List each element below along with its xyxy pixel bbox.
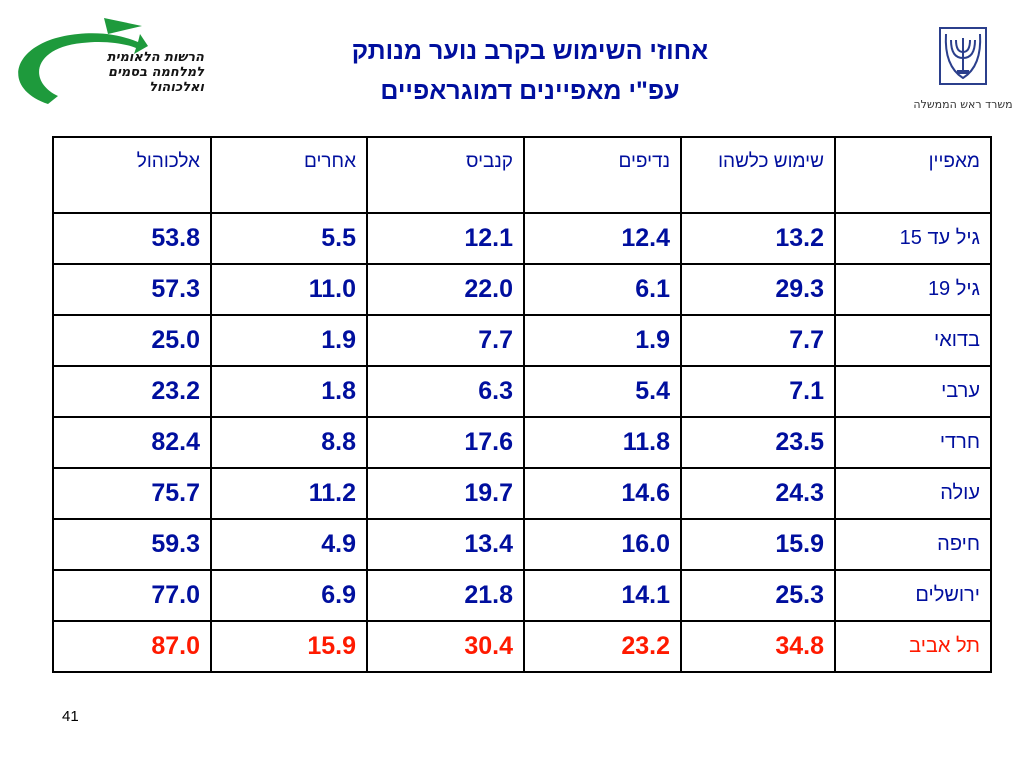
value-cell: 12.1 (366, 212, 525, 265)
header-cell: קנביס (366, 136, 525, 214)
value-cell: 15.9 (680, 518, 836, 571)
row-label: גיל עד 15 (834, 212, 992, 265)
value-cell: 22.0 (366, 263, 525, 316)
table-header-row: מאפיין שימוש כלשהו נדיפים קנביס אחרים אל… (52, 136, 992, 214)
value-cell: 6.9 (210, 569, 368, 622)
value-cell: 1.9 (523, 314, 682, 367)
value-cell: 25.3 (680, 569, 836, 622)
value-cell: 7.1 (680, 365, 836, 418)
header-cell: מאפיין (834, 136, 992, 214)
value-cell: 13.2 (680, 212, 836, 265)
table-row: תל אביב 34.8 23.2 30.4 15.9 87.0 (52, 620, 992, 673)
value-cell: 1.9 (210, 314, 368, 367)
logo-line: למלחמה בסמים (108, 65, 204, 80)
value-cell: 17.6 (366, 416, 525, 469)
row-label: תל אביב (834, 620, 992, 673)
value-cell: 14.6 (523, 467, 682, 520)
row-label: ירושלים (834, 569, 992, 622)
table-row: ירושלים 25.3 14.1 21.8 6.9 77.0 (52, 569, 992, 622)
value-cell: 11.2 (210, 467, 368, 520)
header-cell: אחרים (210, 136, 368, 214)
value-cell: 75.7 (52, 467, 212, 520)
row-label: ערבי (834, 365, 992, 418)
swoosh-logo-icon (18, 18, 149, 105)
page-subtitle: עפ"י מאפיינים דמוגראפיים (380, 77, 680, 105)
ministry-caption: משרד ראש הממשלה (913, 98, 1013, 111)
page-number: 41 (62, 708, 79, 725)
table-row: בדואי 7.7 1.9 7.7 1.9 25.0 (52, 314, 992, 367)
header-cell: אלכוהול (52, 136, 212, 214)
row-label: חרדי (834, 416, 992, 469)
value-cell: 57.3 (52, 263, 212, 316)
value-cell: 5.4 (523, 365, 682, 418)
menorah-emblem-icon (939, 27, 987, 85)
value-cell: 24.3 (680, 467, 836, 520)
value-cell: 14.1 (523, 569, 682, 622)
table-row: ערבי 7.1 5.4 6.3 1.8 23.2 (52, 365, 992, 418)
table-row: עולה 24.3 14.6 19.7 11.2 75.7 (52, 467, 992, 520)
value-cell: 25.0 (52, 314, 212, 367)
value-cell: 11.0 (210, 263, 368, 316)
value-cell: 87.0 (52, 620, 212, 673)
value-cell: 23.2 (52, 365, 212, 418)
value-cell: 7.7 (680, 314, 836, 367)
logo-line: הרשות הלאומית (106, 50, 204, 65)
value-cell: 1.8 (210, 365, 368, 418)
value-cell: 16.0 (523, 518, 682, 571)
value-cell: 34.8 (680, 620, 836, 673)
table-row: גיל עד 15 13.2 12.4 12.1 5.5 53.8 (52, 212, 992, 265)
header-cell: שימוש כלשהו (680, 136, 836, 214)
value-cell: 11.8 (523, 416, 682, 469)
government-emblem: משרד ראש הממשלה (904, 26, 1022, 122)
value-cell: 5.5 (210, 212, 368, 265)
row-label: עולה (834, 467, 992, 520)
row-label: בדואי (834, 314, 992, 367)
value-cell: 30.4 (366, 620, 525, 673)
value-cell: 15.9 (210, 620, 368, 673)
row-label: גיל 19 (834, 263, 992, 316)
value-cell: 13.4 (366, 518, 525, 571)
value-cell: 53.8 (52, 212, 212, 265)
page-title: אחוזי השימוש בקרב נוער מנותק (351, 37, 709, 65)
logo-text: הרשות הלאומית למלחמה בסמים ואלכוהול (107, 50, 204, 95)
authority-logo: הרשות הלאומית למלחמה בסמים ואלכוהול (8, 12, 208, 112)
value-cell: 23.5 (680, 416, 836, 469)
logo-line: ואלכוהול (149, 80, 204, 95)
value-cell: 82.4 (52, 416, 212, 469)
value-cell: 7.7 (366, 314, 525, 367)
value-cell: 23.2 (523, 620, 682, 673)
header-cell: נדיפים (523, 136, 682, 214)
value-cell: 4.9 (210, 518, 368, 571)
table-row: חרדי 23.5 11.8 17.6 8.8 82.4 (52, 416, 992, 469)
value-cell: 6.1 (523, 263, 682, 316)
value-cell: 29.3 (680, 263, 836, 316)
value-cell: 19.7 (366, 467, 525, 520)
value-cell: 59.3 (52, 518, 212, 571)
usage-table: מאפיין שימוש כלשהו נדיפים קנביס אחרים אל… (52, 136, 992, 673)
row-label: חיפה (834, 518, 992, 571)
table-row: גיל 19 29.3 6.1 22.0 11.0 57.3 (52, 263, 992, 316)
value-cell: 8.8 (210, 416, 368, 469)
table-row: חיפה 15.9 16.0 13.4 4.9 59.3 (52, 518, 992, 571)
value-cell: 77.0 (52, 569, 212, 622)
value-cell: 12.4 (523, 212, 682, 265)
value-cell: 21.8 (366, 569, 525, 622)
value-cell: 6.3 (366, 365, 525, 418)
